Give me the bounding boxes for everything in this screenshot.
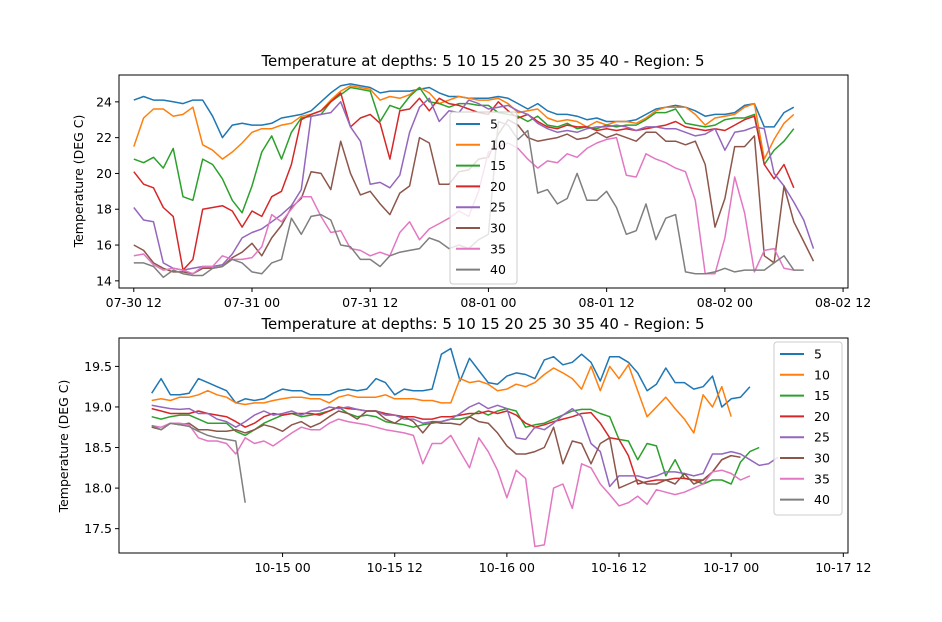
chart-1-legend-label-10: 10 [490, 137, 506, 152]
chart-2-legend-label-15: 15 [814, 388, 830, 403]
chart-1-series-10-line [133, 84, 795, 160]
chart-1-x-tick-label: 07-31 12 [342, 295, 398, 310]
chart-2-legend-box [773, 341, 843, 516]
chart-1: Temperature at depths: 5 10 15 20 25 30 … [71, 52, 871, 310]
chart-1-x-tick-label: 08-01 12 [579, 295, 635, 310]
chart-2-x-tick-label: 10-16 00 [479, 560, 535, 575]
chart-1-ylabel: Temperature (DEG C) [71, 115, 86, 249]
chart-1-legend-label-40: 40 [490, 262, 506, 277]
chart-2-x-tick-label: 10-16 12 [591, 560, 647, 575]
chart-1-legend-label-30: 30 [490, 221, 506, 236]
chart-2-legend-label-40: 40 [814, 492, 830, 507]
chart-1-legend-label-20: 20 [490, 179, 506, 194]
chart-2-title: Temperature at depths: 5 10 15 20 25 30 … [260, 315, 704, 333]
chart-1-title: Temperature at depths: 5 10 15 20 25 30 … [260, 52, 704, 70]
chart-2-ylabel: Temperature (DEG C) [56, 380, 71, 514]
chart-1-x-tick-label: 08-02 00 [697, 295, 753, 310]
chart-1-y-tick-label: 24 [96, 94, 112, 109]
chart-2-lines [151, 347, 779, 548]
chart-2-y-tick-label: 18.5 [84, 440, 112, 455]
chart-1-x-tick-label: 07-30 12 [106, 295, 162, 310]
chart-2-legend-label-5: 5 [814, 347, 822, 362]
chart-2: Temperature at depths: 5 10 15 20 25 30 … [56, 315, 871, 575]
chart-2-series-40-line [151, 422, 246, 503]
chart-2-series-20-line [151, 406, 732, 485]
chart-2-y-tick-label: 18.0 [84, 481, 112, 496]
chart-1-y-tick-label: 16 [96, 238, 112, 253]
chart-1-legend-label-5: 5 [490, 117, 498, 132]
chart-1-y-tick-label: 20 [96, 166, 112, 181]
chart-2-legend-label-35: 35 [814, 471, 830, 486]
chart-2-series-30-line [151, 410, 741, 489]
chart-2-legend-label-20: 20 [814, 409, 830, 424]
chart-1-legend-box [449, 111, 518, 285]
chart-2-series-5-line [151, 347, 751, 408]
chart-1-y-tick-label: 14 [96, 273, 112, 288]
chart-2-legend-label-10: 10 [814, 367, 830, 382]
chart-2-x-tick-label: 10-17 12 [815, 560, 871, 575]
chart-2-series-35-line [151, 418, 751, 548]
chart-2-y-tick-label: 17.5 [84, 521, 112, 536]
chart-1-legend: 5 10 15 20 25 30 35 40 [449, 111, 518, 285]
chart-2-series-25-line [151, 402, 779, 488]
chart-1-ticks: 07-30 12 07-31 00 07-31 12 08-01 00 08-01 12… [96, 94, 871, 310]
chart-2-frame [118, 337, 849, 554]
chart-2-legend: 5 10 15 20 25 30 35 40 [773, 341, 843, 516]
chart-1-legend-label-25: 25 [490, 200, 506, 215]
chart-1-legend-label-35: 35 [490, 241, 506, 256]
chart-2-legend-label-30: 30 [814, 451, 830, 466]
chart-1-x-tick-label: 08-02 12 [815, 295, 871, 310]
chart-1-legend-label-15: 15 [490, 158, 506, 173]
chart-1-frame [118, 74, 849, 289]
chart-2-x-tick-label: 10-17 00 [703, 560, 759, 575]
chart-2-y-tick-label: 19.5 [84, 359, 112, 374]
chart-2-ticks: 10-15 00 10-15 12 10-16 00 10-16 12 10-17 00… [84, 359, 871, 575]
chart-1-x-tick-label: 08-01 00 [460, 295, 516, 310]
chart-1-series-15-line [133, 86, 795, 214]
chart-1-y-tick-label: 18 [96, 202, 112, 217]
chart-2-series-10-line [151, 364, 732, 434]
chart-2-x-tick-label: 10-15 00 [254, 560, 310, 575]
chart-2-x-tick-label: 10-15 12 [367, 560, 423, 575]
chart-1-y-tick-label: 22 [96, 130, 112, 145]
chart-2-y-tick-label: 19.0 [84, 399, 112, 414]
chart-1-x-tick-label: 07-31 00 [224, 295, 280, 310]
chart-1-series-25-line [133, 97, 815, 271]
chart-2-legend-label-25: 25 [814, 430, 830, 445]
